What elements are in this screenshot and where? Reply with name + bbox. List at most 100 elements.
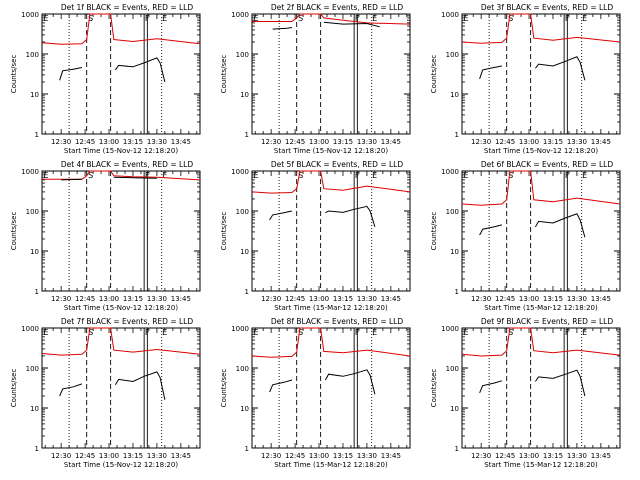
marker-label: E — [43, 328, 48, 337]
x-tick-label: 13:15 — [543, 452, 563, 460]
y-tick-label: 1000 — [21, 325, 39, 333]
x-tick-label: 12:30 — [51, 452, 71, 460]
series-events — [479, 369, 586, 397]
y-tick-label: 100 — [236, 365, 249, 373]
marker-label: E — [43, 14, 48, 23]
x-tick-label: 13:45 — [381, 295, 401, 303]
x-tick-label: 13:45 — [591, 138, 611, 146]
x-tick-label: 12:45 — [495, 452, 515, 460]
series-events — [269, 369, 376, 395]
series-lld — [461, 327, 621, 357]
y-tick-label: 1 — [455, 131, 459, 139]
x-tick-label: 12:45 — [75, 452, 95, 460]
x-tick-label: 13:00 — [519, 295, 539, 303]
y-tick-label: 100 — [236, 208, 249, 216]
y-tick-label: 1 — [245, 288, 249, 296]
y-tick-label: 100 — [236, 51, 249, 59]
marker-label: S — [508, 14, 513, 23]
marker-label: E — [463, 14, 468, 23]
x-tick-label: 13:45 — [171, 138, 191, 146]
x-tick-label: 13:30 — [147, 452, 167, 460]
y-tick-label: 1000 — [231, 325, 249, 333]
x-tick-label: 12:30 — [471, 138, 491, 146]
marker-label: F — [145, 328, 150, 337]
y-tick-label: 1 — [35, 445, 39, 453]
subplot-title: Det 9f BLACK = Events, RED = LLD — [481, 317, 614, 326]
subplot-1: Det 1f BLACK = Events, RED = LLD 1 10 100 10… — [10, 3, 201, 155]
y-axis-label: Counts/sec — [10, 212, 18, 251]
x-tick-label: 13:30 — [567, 138, 587, 146]
series-events — [479, 56, 586, 81]
marker-label: F — [565, 14, 570, 23]
x-axis-label: Start Time (15-Mar-12 12:18:20) — [274, 304, 388, 312]
x-tick-label: 12:45 — [285, 138, 305, 146]
x-tick-label: 12:45 — [75, 138, 95, 146]
marker-label: F — [145, 171, 150, 180]
subplot-title: Det 8f BLACK = Events, RED = LLD — [271, 317, 404, 326]
x-tick-label: 13:45 — [171, 295, 191, 303]
x-tick-label: 13:15 — [333, 295, 353, 303]
x-tick-label: 13:15 — [543, 138, 563, 146]
marker-label: F — [355, 171, 360, 180]
marker-label: E — [43, 171, 48, 180]
subplot-3: Det 3f BLACK = Events, RED = LLD 1 10 100 10… — [430, 3, 621, 155]
marker-label: E — [372, 14, 377, 23]
x-tick-label: 13:00 — [309, 138, 329, 146]
plot-frame — [41, 327, 201, 449]
series-lld — [461, 170, 621, 206]
y-tick-label: 1 — [455, 445, 459, 453]
marker-label: S — [298, 328, 303, 337]
subplot-4: Det 4f BLACK = Events, RED = LLD 1 10 100 10… — [10, 160, 201, 312]
marker-label: S — [88, 171, 93, 180]
x-tick-label: 12:45 — [495, 138, 515, 146]
marker-label: E — [253, 14, 258, 23]
series-lld — [251, 170, 411, 194]
plot-frame — [41, 170, 201, 292]
marker-label: S — [508, 328, 513, 337]
y-tick-label: 1 — [35, 131, 39, 139]
subplot-title: Det 3f BLACK = Events, RED = LLD — [481, 3, 614, 12]
x-tick-label: 13:15 — [333, 138, 353, 146]
marker-label: F — [565, 328, 570, 337]
subplot-6: Det 6f BLACK = Events, RED = LLD 1 10 100 10… — [430, 160, 621, 312]
series-events — [61, 176, 157, 181]
y-tick-label: 100 — [446, 365, 459, 373]
marker-label: S — [88, 328, 93, 337]
series-lld — [251, 327, 411, 358]
x-tick-label: 13:00 — [309, 295, 329, 303]
x-axis-label: Start Time (15-Nov-12 12:18:20) — [64, 461, 178, 469]
y-tick-label: 10 — [30, 91, 39, 99]
y-tick-label: 100 — [26, 51, 39, 59]
y-tick-label: 10 — [240, 405, 249, 413]
marker-label: E — [253, 328, 258, 337]
x-tick-label: 12:45 — [495, 295, 515, 303]
x-tick-label: 13:30 — [567, 452, 587, 460]
x-tick-label: 13:15 — [333, 452, 353, 460]
x-tick-label: 12:30 — [471, 452, 491, 460]
y-tick-label: 10 — [450, 405, 459, 413]
marker-label: E — [582, 328, 587, 337]
y-tick-label: 10 — [450, 91, 459, 99]
x-tick-label: 12:30 — [51, 138, 71, 146]
marker-label: F — [355, 14, 360, 23]
x-tick-label: 13:30 — [357, 295, 377, 303]
plot-frame — [461, 13, 621, 135]
x-tick-label: 13:15 — [543, 295, 563, 303]
y-axis-label: Counts/sec — [10, 369, 18, 408]
subplot-title: Det 7f BLACK = Events, RED = LLD — [61, 317, 194, 326]
x-axis-label: Start Time (15-Mar-12 12:18:20) — [484, 461, 598, 469]
marker-label: E — [463, 328, 468, 337]
x-tick-label: 13:45 — [171, 452, 191, 460]
marker-label: S — [298, 171, 303, 180]
y-tick-label: 1000 — [441, 11, 459, 19]
y-tick-label: 1000 — [441, 325, 459, 333]
marker-label: E — [372, 171, 377, 180]
y-axis-label: Counts/sec — [430, 369, 438, 408]
subplot-2: Det 2f BLACK = Events, RED = LLD 1 10 100 10… — [220, 3, 411, 155]
subplot-title: Det 2f BLACK = Events, RED = LLD — [271, 3, 404, 12]
plot-frame — [461, 327, 621, 449]
series-lld — [41, 327, 201, 356]
x-tick-label: 13:45 — [591, 452, 611, 460]
y-tick-label: 1000 — [231, 168, 249, 176]
y-tick-label: 10 — [450, 248, 459, 256]
